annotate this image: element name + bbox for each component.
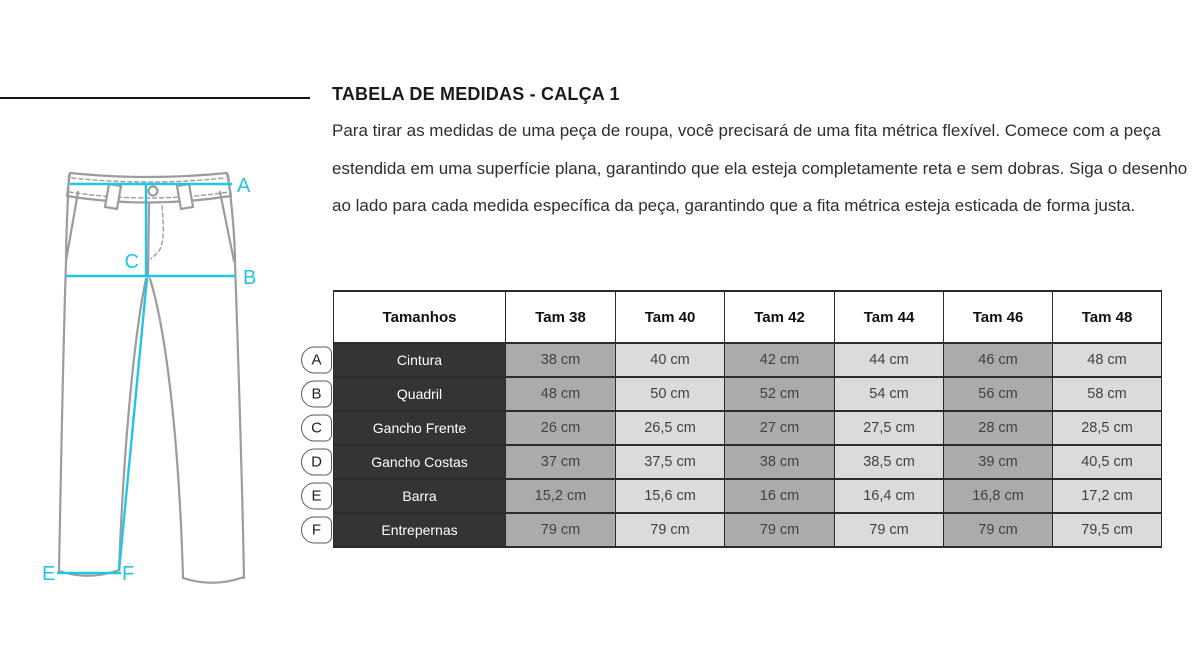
button-icon bbox=[147, 185, 159, 197]
text-block: TABELA DE MEDIDAS - CALÇA 1 Para tirar a… bbox=[332, 84, 1194, 225]
measurement-cell: 50 cm bbox=[615, 376, 725, 412]
table-row-gancho-costas: D Gancho Costas 37 cm 37,5 cm 38 cm 38,5… bbox=[301, 444, 1162, 480]
row-letter-badge: E bbox=[301, 482, 332, 510]
row-letter-badge: D bbox=[301, 448, 332, 476]
hem-label: E bbox=[42, 563, 55, 585]
table-row-cintura: A Cintura 38 cm 40 cm 42 cm 44 cm 46 cm … bbox=[301, 342, 1162, 378]
measurement-cell: 58 cm bbox=[1052, 376, 1162, 412]
measurement-cell: 39 cm bbox=[943, 444, 1053, 480]
measurement-cell: 27 cm bbox=[724, 410, 835, 446]
pants-outline bbox=[57, 171, 246, 584]
measurement-cell: 79,5 cm bbox=[1052, 512, 1162, 548]
hip-label: B bbox=[243, 267, 256, 289]
row-label: Gancho Costas bbox=[371, 454, 468, 470]
measurement-cell: 37 cm bbox=[505, 444, 616, 480]
right-belt-loop bbox=[175, 182, 195, 211]
measurement-cell: 16,4 cm bbox=[834, 478, 944, 514]
row-label-cell: A Cintura bbox=[301, 342, 506, 378]
row-label-cell: E Barra bbox=[301, 478, 506, 514]
measurement-cell: 79 cm bbox=[943, 512, 1053, 548]
row-label: Quadril bbox=[396, 386, 443, 402]
header-cell-tam-38: Tam 38 bbox=[505, 290, 616, 344]
row-label-cell: C Gancho Frente bbox=[301, 410, 506, 446]
right-pocket-line bbox=[218, 190, 236, 263]
measurement-cell: 46 cm bbox=[943, 342, 1053, 378]
measurement-cell: 79 cm bbox=[505, 512, 616, 548]
front-rise-label: C bbox=[125, 251, 139, 273]
measurement-cell: 40 cm bbox=[615, 342, 725, 378]
pants-measurement-diagram: A B C E F bbox=[42, 171, 256, 585]
header-cell-tam-40: Tam 40 bbox=[615, 290, 725, 344]
inseam-measure-line bbox=[117, 277, 149, 572]
waistband-stitch-bottom bbox=[68, 191, 230, 199]
header-cell-tam-44: Tam 44 bbox=[834, 290, 944, 344]
fly-stitch bbox=[150, 205, 164, 260]
left-inner-seam bbox=[117, 277, 148, 572]
row-label: Barra bbox=[402, 488, 437, 504]
measurement-cell: 56 cm bbox=[943, 376, 1053, 412]
row-letter-badge: B bbox=[301, 380, 332, 408]
measurement-cell: 44 cm bbox=[834, 342, 944, 378]
measurement-cell: 17,2 cm bbox=[1052, 478, 1162, 514]
measurement-cell: 40,5 cm bbox=[1052, 444, 1162, 480]
row-label-cell: B Quadril bbox=[301, 376, 506, 412]
measurement-cell: 79 cm bbox=[724, 512, 835, 548]
center-front-seam bbox=[146, 202, 151, 279]
waist-label: A bbox=[237, 175, 251, 197]
header-cell-tam-46: Tam 46 bbox=[943, 290, 1053, 344]
measurement-cell: 16 cm bbox=[724, 478, 835, 514]
row-label-cell: F Entrepernas bbox=[301, 512, 506, 548]
measurement-cell: 52 cm bbox=[724, 376, 835, 412]
table-row-barra: E Barra 15,2 cm 15,6 cm 16 cm 16,4 cm 16… bbox=[301, 478, 1162, 514]
inseam-label: F bbox=[122, 563, 134, 585]
measurement-cell: 38 cm bbox=[724, 444, 835, 480]
table-row-gancho-frente: C Gancho Frente 26 cm 26,5 cm 27 cm 27,5… bbox=[301, 410, 1162, 446]
left-outer-seam bbox=[57, 173, 71, 573]
right-hem bbox=[181, 575, 246, 584]
row-letter-badge: C bbox=[301, 414, 332, 442]
table-row-quadril: B Quadril 48 cm 50 cm 52 cm 54 cm 56 cm … bbox=[301, 376, 1162, 412]
waistband-stitch-top bbox=[71, 177, 226, 183]
measurement-cell: 28 cm bbox=[943, 410, 1053, 446]
measurement-cell: 15,6 cm bbox=[615, 478, 725, 514]
right-outer-seam bbox=[226, 173, 246, 580]
measurement-cell: 79 cm bbox=[615, 512, 725, 548]
measurement-cell: 16,8 cm bbox=[943, 478, 1053, 514]
divider-line bbox=[0, 97, 310, 99]
size-table-header-row: Tamanhos Tam 38 Tam 40 Tam 42 Tam 44 Tam… bbox=[333, 290, 1162, 344]
measurement-cell: 26 cm bbox=[505, 410, 616, 446]
row-label-cell: D Gancho Costas bbox=[301, 444, 506, 480]
measurement-cell: 54 cm bbox=[834, 376, 944, 412]
size-table: Tamanhos Tam 38 Tam 40 Tam 42 Tam 44 Tam… bbox=[301, 290, 1162, 548]
measurement-cell: 48 cm bbox=[505, 376, 616, 412]
measurement-cell: 42 cm bbox=[724, 342, 835, 378]
measurement-cell: 38 cm bbox=[505, 342, 616, 378]
header-cell-tam-48: Tam 48 bbox=[1052, 290, 1162, 344]
header-cell-tam-42: Tam 42 bbox=[724, 290, 835, 344]
header-cell-tamanhos: Tamanhos bbox=[333, 290, 506, 344]
measurement-cell: 15,2 cm bbox=[505, 478, 616, 514]
row-letter-badge: A bbox=[301, 346, 332, 374]
row-letter-badge: F bbox=[301, 516, 332, 544]
measurement-cell: 26,5 cm bbox=[615, 410, 725, 446]
measurement-cell: 27,5 cm bbox=[834, 410, 944, 446]
measurement-cell: 79 cm bbox=[834, 512, 944, 548]
row-label: Gancho Frente bbox=[372, 420, 467, 436]
right-inner-seam bbox=[148, 277, 185, 580]
left-pocket-line bbox=[64, 190, 80, 263]
size-table-container: Tamanhos Tam 38 Tam 40 Tam 42 Tam 44 Tam… bbox=[301, 290, 1162, 548]
measurement-cell: 28,5 cm bbox=[1052, 410, 1162, 446]
page-title: TABELA DE MEDIDAS - CALÇA 1 bbox=[332, 84, 620, 104]
table-row-entrepernas: F Entrepernas 79 cm 79 cm 79 cm 79 cm 79… bbox=[301, 512, 1162, 548]
left-belt-loop bbox=[103, 182, 123, 211]
intro-paragraph: Para tirar as medidas de uma peça de rou… bbox=[332, 121, 1188, 216]
row-label: Cintura bbox=[396, 352, 443, 368]
row-label: Entrepernas bbox=[381, 522, 458, 538]
measurement-cell: 37,5 cm bbox=[615, 444, 725, 480]
measurement-lines bbox=[57, 182, 235, 575]
measurement-cell: 48 cm bbox=[1052, 342, 1162, 378]
measurement-cell: 38,5 cm bbox=[834, 444, 944, 480]
